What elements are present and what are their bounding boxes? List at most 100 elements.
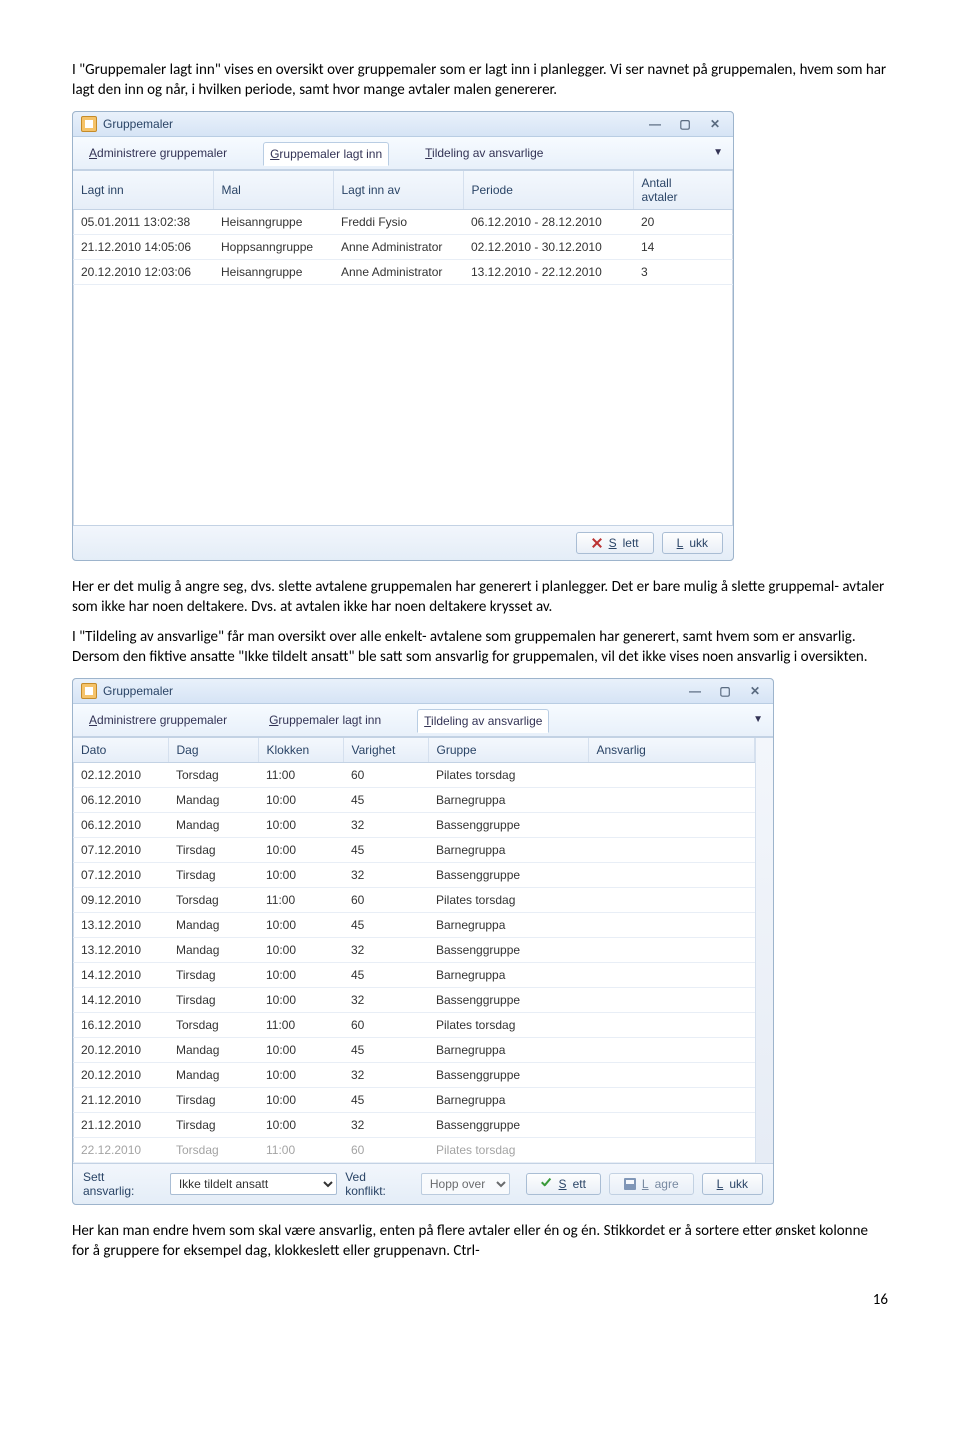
cell: 45 [343,962,428,987]
col-lagt-inn[interactable]: Lagt inn [73,171,213,210]
menu-lagt-inn[interactable]: Gruppemaler lagt inn [263,142,389,166]
cell: 10:00 [258,1062,343,1087]
menu-more-icon[interactable]: ▼ [713,147,723,158]
cell: 22.12.2010 [73,1137,168,1162]
menu-tildeling[interactable]: Tildeling av ansvarlige [419,142,549,164]
cell: 32 [343,937,428,962]
slett-button[interactable]: Slett [576,532,654,554]
cell: Heisanngruppe [213,259,333,284]
col-lagt-inn-av[interactable]: Lagt inn av [333,171,463,210]
cell [588,1137,755,1162]
menu-admin[interactable]: Administrere gruppemaler [83,142,233,164]
scrollbar[interactable] [755,738,773,1163]
table-row[interactable]: 13.12.2010Mandag10:0032Bassenggruppe [73,937,755,962]
cell: 05.01.2011 13:02:38 [73,209,213,234]
app-icon [81,683,97,699]
cell: Pilates torsdag [428,762,588,787]
table-row[interactable]: 20.12.2010Mandag10:0045Barnegruppa [73,1037,755,1062]
cell: 16.12.2010 [73,1012,168,1037]
cell: 32 [343,862,428,887]
cell: 20.12.2010 [73,1062,168,1087]
col-dag[interactable]: Dag [168,738,258,763]
col-periode[interactable]: Periode [463,171,633,210]
cell: Bassenggruppe [428,937,588,962]
menu-lagt-inn[interactable]: Gruppemaler lagt inn [263,709,387,731]
cell: 02.12.2010 - 30.12.2010 [463,234,633,259]
cell: 32 [343,1112,428,1137]
cell: Torsdag [168,1137,258,1162]
cell: Pilates torsdag [428,1012,588,1037]
table-row[interactable]: 16.12.2010Torsdag11:0060Pilates torsdag [73,1012,755,1037]
table-row[interactable]: 21.12.2010Tirsdag10:0032Bassenggruppe [73,1112,755,1137]
col-antall[interactable]: Antallavtaler [633,171,733,210]
table-row[interactable]: 22.12.2010Torsdag11:0060Pilates torsdag [73,1137,755,1162]
table-row[interactable]: 13.12.2010Mandag10:0045Barnegruppa [73,912,755,937]
cell: 11:00 [258,762,343,787]
table-row[interactable]: 02.12.2010Torsdag11:0060Pilates torsdag [73,762,755,787]
table-row[interactable]: 09.12.2010Torsdag11:0060Pilates torsdag [73,887,755,912]
minimize-icon[interactable]: — [685,684,705,698]
cell [588,1112,755,1137]
menu-tildeling[interactable]: Tildeling av ansvarlige [417,709,549,733]
cell [588,962,755,987]
table-row[interactable]: 20.12.2010Mandag10:0032Bassenggruppe [73,1062,755,1087]
table-row[interactable]: 05.01.2011 13:02:38HeisanngruppeFreddi F… [73,209,733,234]
cell: 14.12.2010 [73,962,168,987]
table-row[interactable]: 21.12.2010 14:05:06HoppsanngruppeAnne Ad… [73,234,733,259]
cell: 21.12.2010 [73,1112,168,1137]
cell: 10:00 [258,987,343,1012]
close-icon[interactable]: ✕ [705,117,725,131]
menubar: Administrere gruppemaler Gruppemaler lag… [73,704,773,737]
cell [588,987,755,1012]
app-icon [81,116,97,132]
close-icon[interactable]: ✕ [745,684,765,698]
maximize-icon[interactable]: ▢ [675,117,695,131]
sett-button[interactable]: Sett [526,1173,601,1195]
cell: Pilates torsdag [428,1137,588,1162]
cell [588,787,755,812]
lukk-button[interactable]: Lukk [662,532,723,554]
cell: 10:00 [258,962,343,987]
table-row[interactable]: 14.12.2010Tirsdag10:0032Bassenggruppe [73,987,755,1012]
table-row[interactable]: 14.12.2010Tirsdag10:0045Barnegruppa [73,962,755,987]
lagre-button[interactable]: Lagre [609,1173,694,1195]
cell: Bassenggruppe [428,1112,588,1137]
menu-more-icon[interactable]: ▼ [753,714,763,725]
sett-ansvarlig-select[interactable]: Ikke tildelt ansatt [170,1173,337,1195]
cell: 07.12.2010 [73,837,168,862]
window-gruppemaler-1: Gruppemaler — ▢ ✕ Administrere gruppemal… [72,111,734,561]
table-row[interactable]: 21.12.2010Tirsdag10:0045Barnegruppa [73,1087,755,1112]
table-row[interactable]: 06.12.2010Mandag10:0032Bassenggruppe [73,812,755,837]
cell: 60 [343,1137,428,1162]
ved-konflikt-label: Ved konflikt: [345,1170,409,1198]
cell: Barnegruppa [428,837,588,862]
paragraph-2: Her er det mulig å angre seg, dvs. slett… [72,577,888,618]
cell: 10:00 [258,812,343,837]
cell [588,1062,755,1087]
table-row[interactable]: 20.12.2010 12:03:06HeisanngruppeAnne Adm… [73,259,733,284]
ved-konflikt-select[interactable]: Hopp over [421,1173,510,1195]
cell: 60 [343,762,428,787]
col-varighet[interactable]: Varighet [343,738,428,763]
save-icon [624,1178,636,1190]
cell: Anne Administrator [333,259,463,284]
col-ansvarlig[interactable]: Ansvarlig [588,738,755,763]
minimize-icon[interactable]: — [645,117,665,131]
table-row[interactable]: 07.12.2010Tirsdag10:0032Bassenggruppe [73,862,755,887]
cell: Torsdag [168,762,258,787]
col-gruppe[interactable]: Gruppe [428,738,588,763]
menu-admin[interactable]: Administrere gruppemaler [83,709,233,731]
cell: 07.12.2010 [73,862,168,887]
col-dato[interactable]: Dato [73,738,168,763]
paragraph-1: I "Gruppemaler lagt inn" vises en oversi… [72,60,888,101]
cell: Mandag [168,1062,258,1087]
paragraph-4: Her kan man endre hvem som skal være ans… [72,1221,888,1262]
lukk-button[interactable]: Lukk [702,1173,763,1195]
maximize-icon[interactable]: ▢ [715,684,735,698]
cell: Mandag [168,1037,258,1062]
col-klokken[interactable]: Klokken [258,738,343,763]
cell: Bassenggruppe [428,812,588,837]
col-mal[interactable]: Mal [213,171,333,210]
table-row[interactable]: 06.12.2010Mandag10:0045Barnegruppa [73,787,755,812]
table-row[interactable]: 07.12.2010Tirsdag10:0045Barnegruppa [73,837,755,862]
